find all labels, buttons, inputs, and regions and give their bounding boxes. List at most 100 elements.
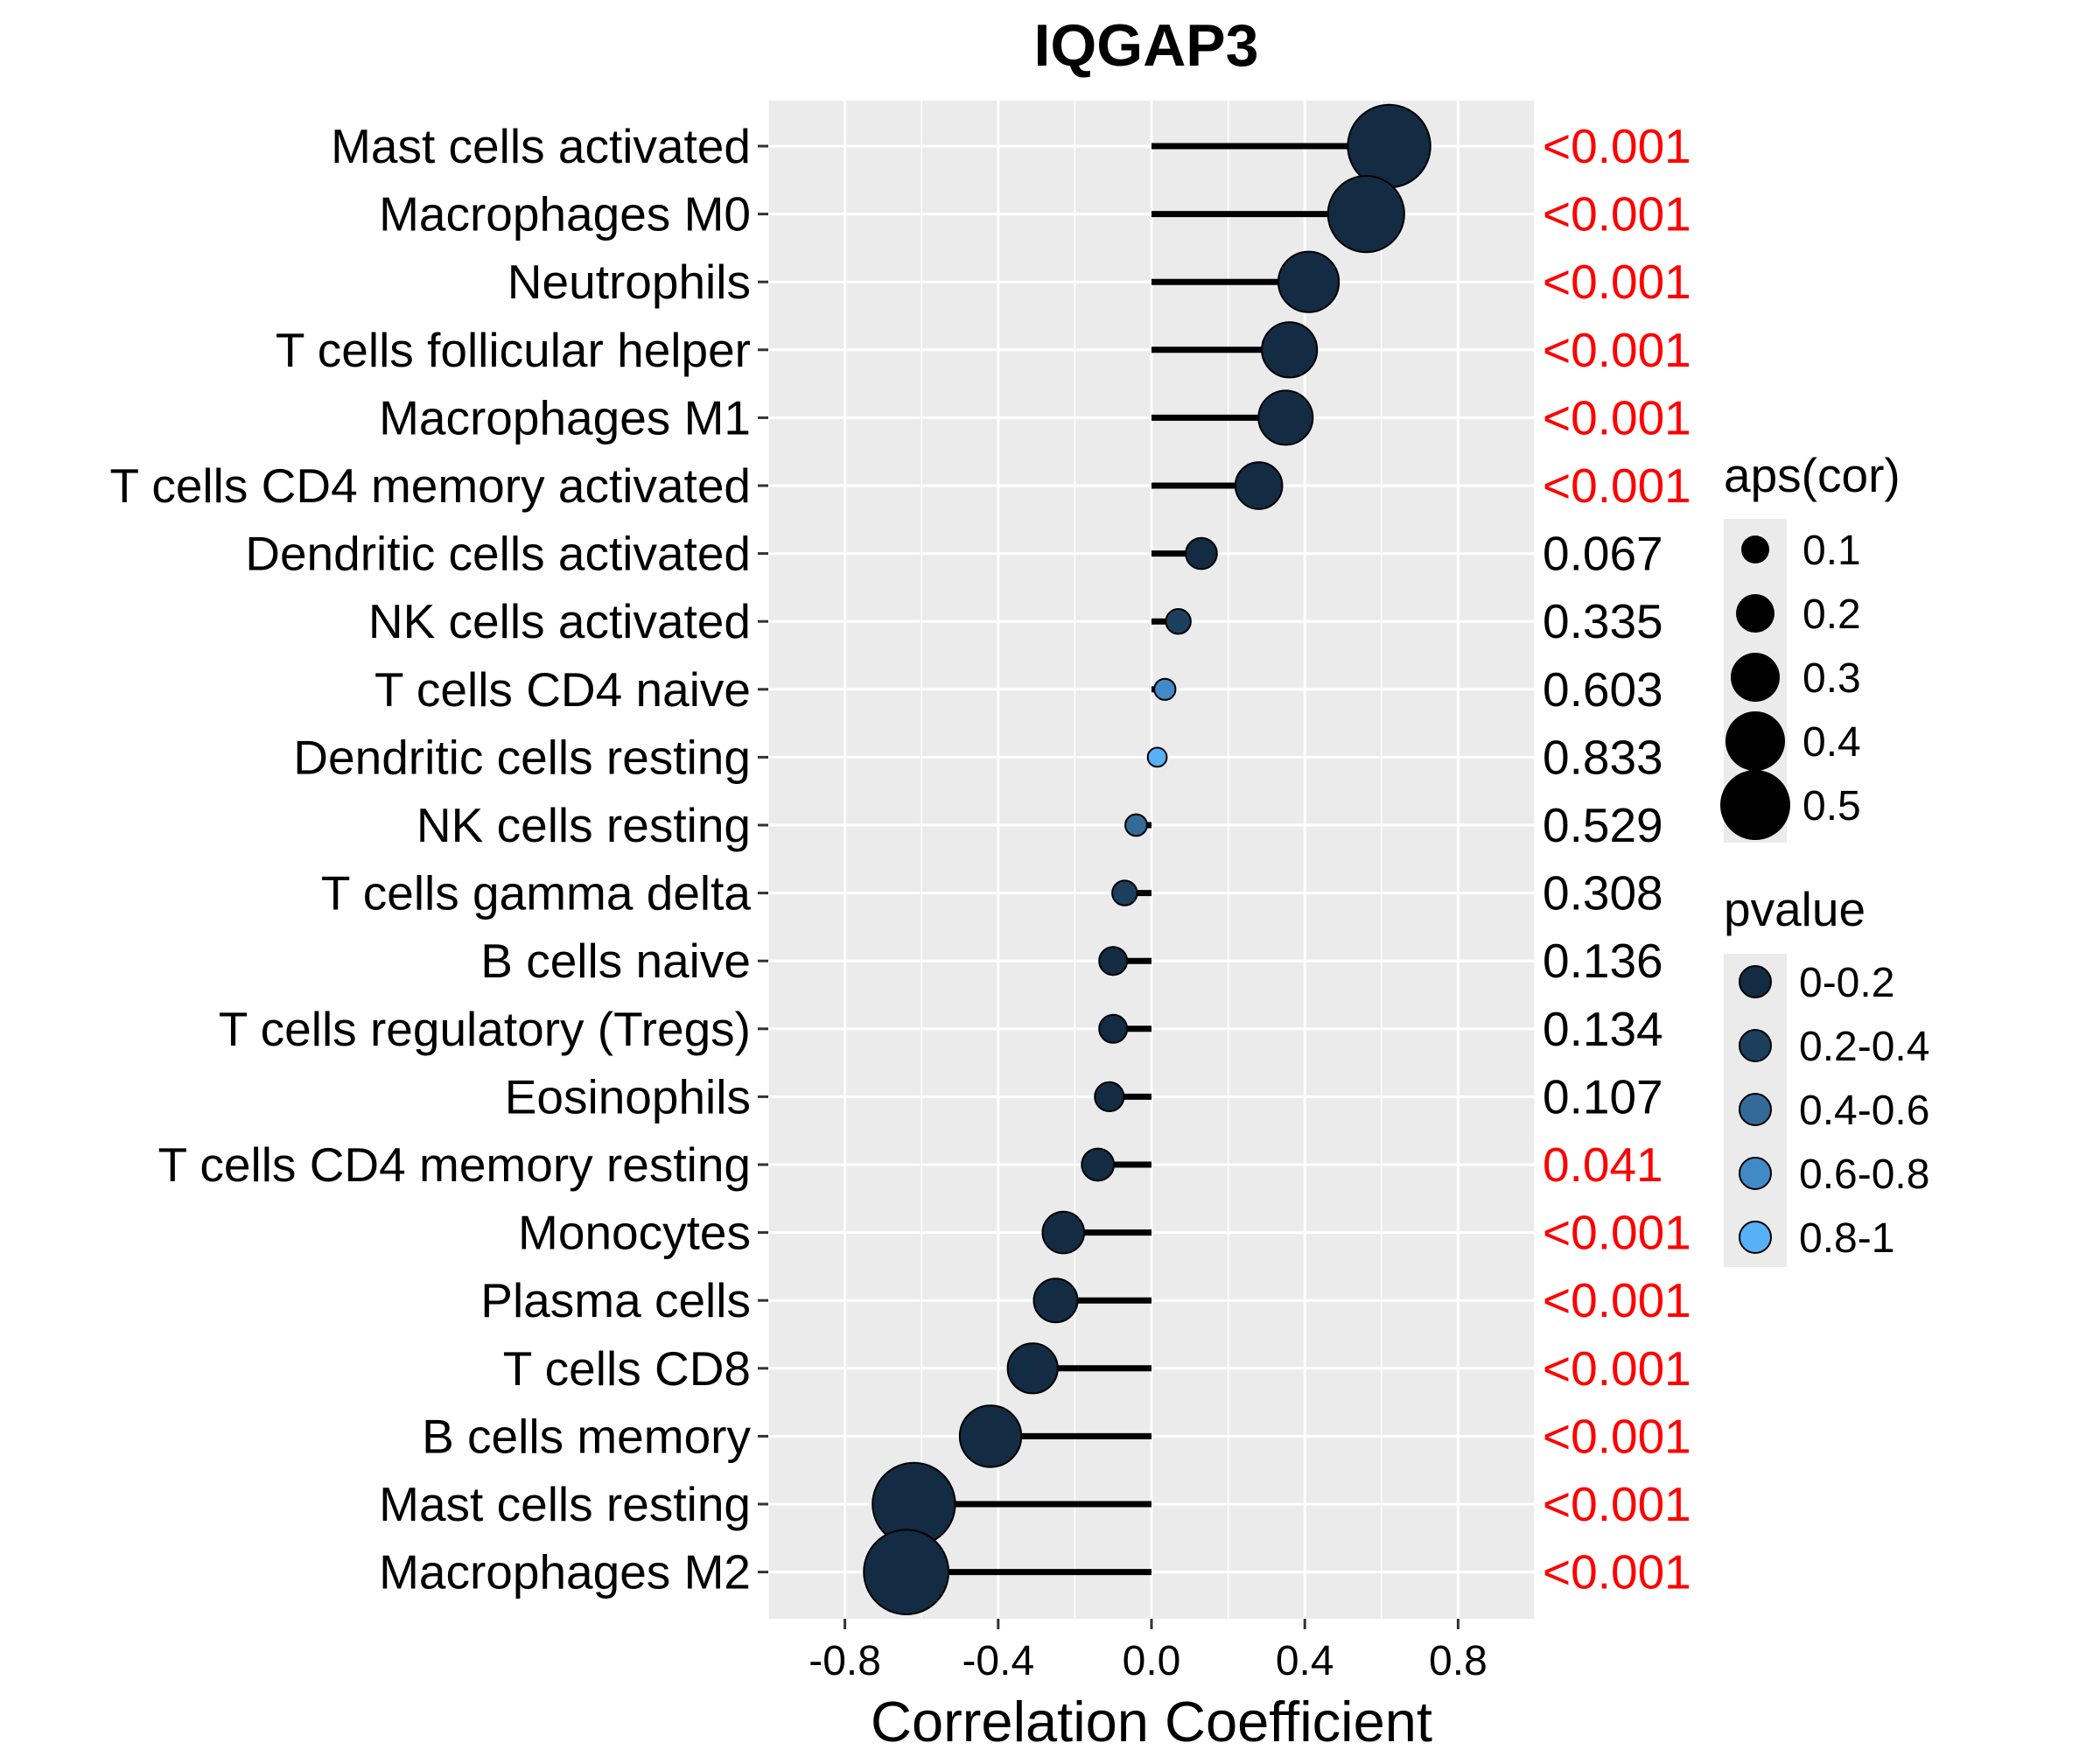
y-tick-label: Eosinophils — [505, 1069, 751, 1124]
data-point — [1146, 746, 1168, 768]
data-point — [1032, 1278, 1079, 1324]
y-tick-label: T cells regulatory (Tregs) — [219, 1002, 751, 1056]
y-tick-label: Mast cells resting — [379, 1477, 751, 1531]
chart-title: IQGAP3 — [1034, 12, 1259, 79]
y-tick-label: T cells CD8 — [503, 1341, 751, 1396]
data-point — [1006, 1342, 1059, 1395]
color-legend-dot — [1739, 965, 1772, 998]
color-legend-dot — [1739, 1221, 1772, 1254]
y-tick-label: B cells naive — [480, 934, 751, 988]
pvalue-label: <0.001 — [1543, 255, 1691, 309]
data-point — [1111, 879, 1138, 906]
size-legend-label: 0.4 — [1802, 719, 1861, 766]
pvalue-label: 0.335 — [1543, 594, 1663, 648]
pvalue-label: 0.603 — [1543, 662, 1663, 717]
color-legend-title: pvalue — [1724, 882, 1866, 936]
size-legend-dot — [1741, 536, 1769, 564]
color-legend-dot — [1739, 1029, 1772, 1062]
data-point — [863, 1529, 950, 1615]
pvalue-label: 0.041 — [1543, 1138, 1663, 1192]
pvalue-label: <0.001 — [1543, 1341, 1691, 1396]
y-tick-label: T cells follicular helper — [276, 323, 751, 377]
size-legend-label: 0.3 — [1802, 655, 1861, 702]
y-tick-label: T cells CD4 naive — [374, 662, 751, 717]
data-point — [1257, 389, 1314, 446]
size-legend-label: 0.1 — [1802, 528, 1861, 574]
data-point — [1165, 608, 1192, 635]
color-legend-label: 0-0.2 — [1799, 960, 1894, 1006]
data-point — [1234, 461, 1284, 510]
data-point — [1277, 250, 1340, 313]
y-tick-label: Macrophages M0 — [379, 187, 751, 242]
y-tick-label: Plasma cells — [480, 1273, 751, 1327]
size-legend-dot — [1736, 594, 1774, 633]
y-tick-label: Monocytes — [518, 1206, 751, 1260]
size-legend-dot — [1731, 653, 1780, 702]
pvalue-label: 0.107 — [1543, 1069, 1663, 1124]
color-legend-label: 0.4-0.6 — [1799, 1088, 1929, 1134]
size-legend-label: 0.5 — [1802, 783, 1861, 830]
pvalue-label: 0.529 — [1543, 798, 1663, 852]
color-legend-dot — [1739, 1157, 1772, 1190]
pvalue-label: <0.001 — [1543, 119, 1691, 173]
x-tick-label: 0.4 — [1276, 1638, 1334, 1684]
y-axis: Mast cells activated Macrophages M0 Neutro… — [109, 119, 768, 1600]
color-legend-dot — [1739, 1093, 1772, 1126]
x-tick-label: 0.0 — [1123, 1638, 1181, 1684]
y-tick-label: Mast cells activated — [331, 119, 751, 173]
data-point — [1041, 1210, 1086, 1255]
data-point — [1098, 1013, 1129, 1044]
data-point — [958, 1404, 1023, 1468]
data-point — [1153, 677, 1177, 701]
size-legend: 0.1 0.2 0.3 0.4 0.5 — [1720, 519, 1861, 843]
pvalue-label: <0.001 — [1543, 1206, 1691, 1260]
y-tick-label: Macrophages M1 — [379, 390, 751, 444]
pvalue-labels: <0.001 <0.001 <0.001 <0.001 <0.001 <0.001 0.06… — [1543, 119, 1691, 1600]
data-point — [1185, 536, 1218, 570]
y-tick-label: T cells CD4 memory activated — [109, 458, 751, 513]
size-legend-dot — [1726, 711, 1785, 771]
pvalue-label: <0.001 — [1543, 458, 1691, 513]
color-legend-label: 0.6-0.8 — [1799, 1152, 1929, 1198]
pvalue-label: <0.001 — [1543, 187, 1691, 242]
pvalue-label: 0.308 — [1543, 866, 1663, 920]
y-tick-label: Dendritic cells activated — [245, 527, 751, 581]
y-tick-label: Macrophages M2 — [379, 1545, 751, 1600]
pvalue-label: <0.001 — [1543, 323, 1691, 377]
pvalue-label: 0.134 — [1543, 1002, 1663, 1056]
color-legend: 0-0.2 0.2-0.4 0.4-0.6 0.6-0.8 0.8-1 — [1724, 954, 1929, 1267]
x-axis: -0.8 -0.4 0.0 0.4 0.8 — [808, 1619, 1488, 1684]
pvalue-label: <0.001 — [1543, 1545, 1691, 1600]
size-legend-title: aps(cor) — [1724, 448, 1900, 502]
y-tick-label: T cells CD4 memory resting — [158, 1138, 751, 1192]
pvalue-label: <0.001 — [1543, 1477, 1691, 1531]
data-point — [1326, 175, 1405, 254]
legend: aps(cor) 0.1 0.2 0.3 0.4 0.5 pvalue 0-0.2 0.2… — [1720, 448, 1929, 1267]
data-point — [1098, 946, 1129, 976]
pvalue-label: <0.001 — [1543, 1273, 1691, 1327]
x-tick-label: -0.8 — [808, 1638, 881, 1684]
y-tick-label: T cells gamma delta — [321, 866, 752, 920]
y-tick-label: B cells memory — [422, 1409, 751, 1463]
y-tick-label: NK cells resting — [416, 798, 751, 852]
points — [863, 103, 1432, 1615]
size-legend-dot — [1720, 770, 1790, 840]
data-point — [1261, 321, 1319, 379]
color-legend-label: 0.8-1 — [1799, 1215, 1894, 1262]
x-tick-label: -0.4 — [962, 1638, 1034, 1684]
data-point — [1124, 813, 1148, 837]
y-tick-label: NK cells activated — [368, 594, 751, 648]
pvalue-label: 0.067 — [1543, 527, 1663, 581]
pvalue-label: 0.833 — [1543, 730, 1663, 784]
color-legend-label: 0.2-0.4 — [1799, 1024, 1929, 1070]
x-tick-label: 0.8 — [1429, 1638, 1488, 1684]
pvalue-label: <0.001 — [1543, 390, 1691, 444]
x-axis-title: Correlation Coefficient — [871, 1690, 1432, 1750]
size-legend-label: 0.2 — [1802, 592, 1861, 638]
pvalue-label: 0.136 — [1543, 934, 1663, 988]
pvalue-label: <0.001 — [1543, 1409, 1691, 1463]
data-point — [1347, 103, 1432, 189]
data-point — [1081, 1147, 1116, 1182]
y-tick-label: Dendritic cells resting — [293, 730, 751, 784]
